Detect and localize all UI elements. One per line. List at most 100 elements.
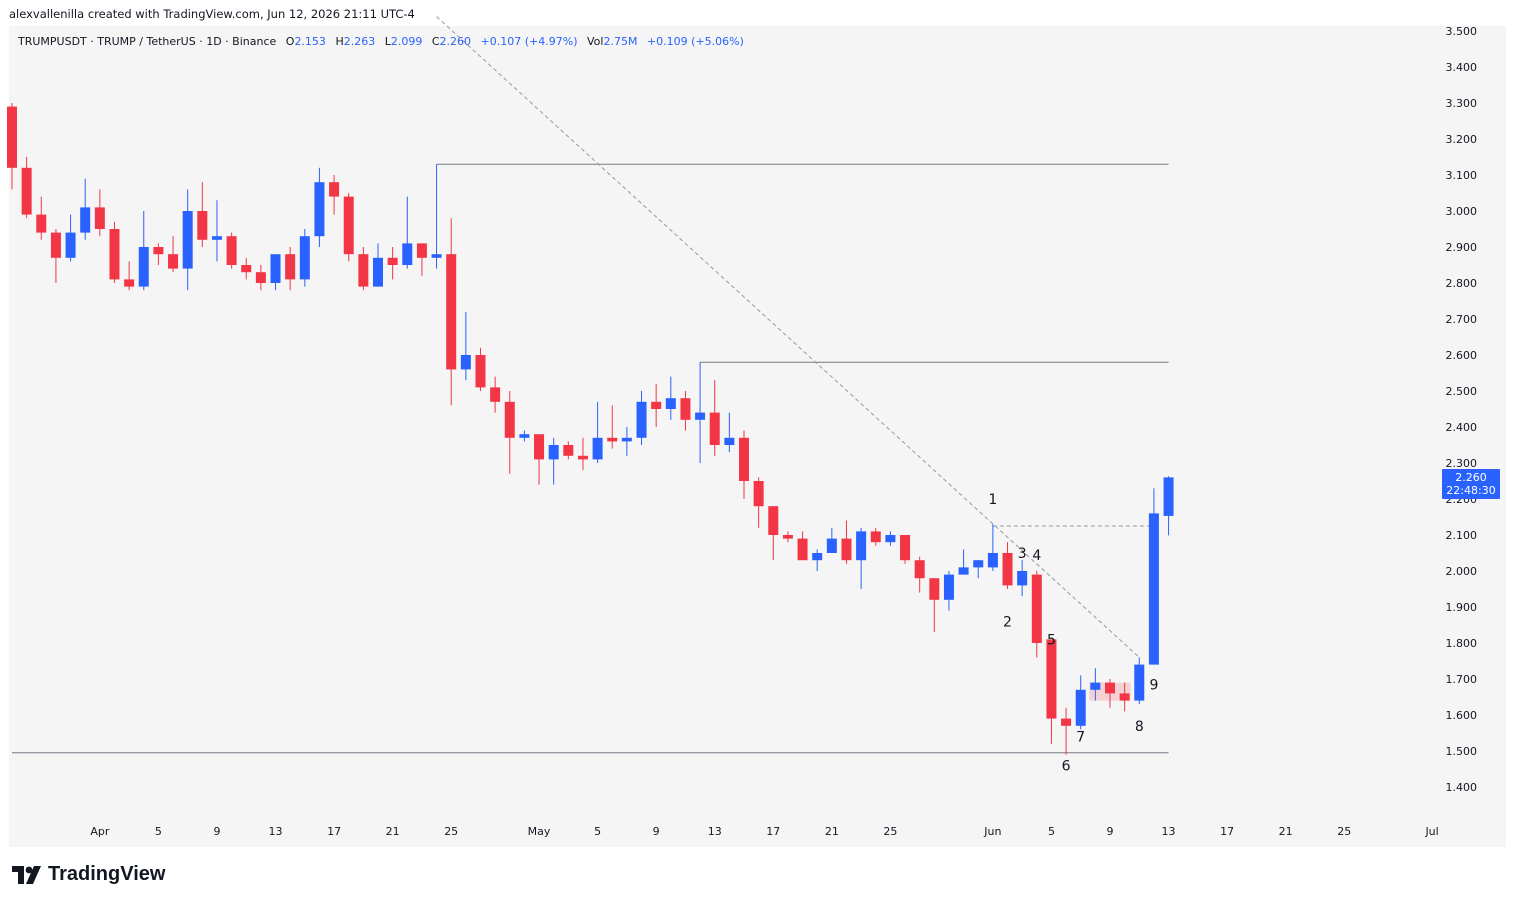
price-axis-tick-label: 2.700 bbox=[1446, 313, 1478, 326]
candle-body bbox=[885, 535, 896, 543]
candle-body bbox=[1061, 718, 1072, 726]
candle-body bbox=[841, 538, 852, 561]
time-axis-tick-label: Apr bbox=[90, 825, 110, 838]
time-axis-tick-label: 5 bbox=[1048, 825, 1055, 838]
candle-body bbox=[636, 401, 647, 438]
candle-body bbox=[577, 455, 588, 460]
candle-body bbox=[680, 398, 691, 420]
price-axis-tick-label: 2.100 bbox=[1446, 529, 1478, 542]
open-label: O bbox=[285, 35, 295, 48]
candle-body bbox=[929, 578, 940, 600]
price-axis-tick-label: 2.400 bbox=[1446, 421, 1478, 434]
candle-body bbox=[973, 560, 984, 568]
time-axis-tick-label: May bbox=[528, 825, 551, 838]
time-axis-tick-label: 9 bbox=[653, 825, 660, 838]
candle-body bbox=[812, 553, 823, 561]
last-price: 2.260 bbox=[1455, 471, 1487, 484]
volume-value: 2.75M bbox=[603, 35, 638, 48]
price-axis-tick-label: 1.500 bbox=[1446, 745, 1478, 758]
wave-count-label: 9 bbox=[1149, 677, 1158, 693]
price-axis-tick-label: 2.600 bbox=[1446, 349, 1478, 362]
price-axis-tick-label: 2.900 bbox=[1446, 241, 1478, 254]
price-axis-tick-label: 1.900 bbox=[1446, 601, 1478, 614]
time-axis-tick-label: 5 bbox=[155, 825, 162, 838]
tradingview-logo-icon bbox=[12, 865, 41, 884]
candle-body bbox=[856, 531, 867, 561]
candle-body bbox=[534, 434, 545, 460]
candle-body bbox=[826, 538, 837, 553]
candle-body bbox=[739, 437, 749, 481]
candle-body bbox=[460, 355, 471, 370]
low-label: L bbox=[384, 35, 391, 48]
time-axis-tick-label: 21 bbox=[825, 825, 839, 838]
wave-count-label: 7 bbox=[1076, 730, 1085, 746]
candle-body bbox=[709, 412, 720, 445]
candle-body bbox=[1163, 477, 1174, 516]
candle-body bbox=[226, 236, 237, 265]
candle-body bbox=[358, 254, 369, 287]
candle-body bbox=[607, 437, 618, 442]
candle-body bbox=[343, 196, 354, 255]
candle-body bbox=[94, 207, 105, 229]
candle-body bbox=[285, 254, 296, 280]
candle-body bbox=[768, 506, 779, 535]
price-axis-tick-label: 1.800 bbox=[1446, 637, 1478, 650]
candle-body bbox=[50, 232, 61, 258]
candle-body bbox=[797, 538, 808, 561]
candle-body bbox=[168, 254, 179, 269]
candle-body bbox=[987, 553, 998, 568]
candle-body bbox=[21, 167, 32, 215]
candle-body bbox=[504, 401, 515, 438]
tradingview-logo[interactable]: TradingView bbox=[12, 863, 165, 886]
wave-count-label: 4 bbox=[1032, 548, 1041, 564]
candle-body bbox=[592, 437, 603, 460]
open-value: 2.153 bbox=[294, 35, 326, 48]
last-price-tag: 2.260 22:48:30 bbox=[1442, 469, 1500, 499]
brand-name: TradingView bbox=[48, 863, 166, 885]
wave-count-label: 8 bbox=[1135, 719, 1144, 735]
candle-body bbox=[1105, 682, 1115, 694]
candle-body bbox=[1148, 513, 1159, 665]
candle-body bbox=[870, 531, 881, 543]
symbol-name: TRUMPUSDT · TRUMP / TetherUS · 1D · Bina… bbox=[18, 35, 277, 48]
time-axis-tick-label: 25 bbox=[1337, 825, 1351, 838]
time-axis-tick-label: 17 bbox=[327, 825, 341, 838]
time-axis-tick-label: 25 bbox=[444, 825, 458, 838]
candle-body bbox=[695, 412, 706, 420]
candle-body bbox=[782, 535, 793, 539]
candle-body bbox=[1017, 571, 1028, 586]
price-axis-tick-label: 3.000 bbox=[1446, 205, 1478, 218]
candle-body bbox=[7, 106, 17, 168]
candle-body bbox=[387, 257, 398, 265]
time-axis: Apr 5 9 13 17 21 25 May 5 9 13 17 21 25 Jun 5 9 13 17 21 25 J… bbox=[90, 825, 1438, 838]
price-axis-tick-label: 1.600 bbox=[1446, 709, 1478, 722]
price-axis-tick-label: 3.300 bbox=[1446, 97, 1478, 110]
time-axis-tick-label: 21 bbox=[386, 825, 400, 838]
candle-body bbox=[446, 254, 457, 370]
symbol-legend: TRUMPUSDT · TRUMP / TetherUS · 1D · Bina… bbox=[18, 35, 750, 48]
time-axis-tick-label: 17 bbox=[766, 825, 780, 838]
drawing-lines bbox=[12, 16, 1169, 754]
candle-body bbox=[621, 437, 632, 442]
candle-body bbox=[490, 387, 501, 402]
change-value: +0.107 (+4.97%) bbox=[480, 35, 578, 48]
candle-body bbox=[943, 574, 954, 600]
wave-count-label: 6 bbox=[1062, 758, 1071, 774]
candle-body bbox=[914, 560, 925, 579]
volume-label: Vol bbox=[587, 35, 604, 48]
high-label: H bbox=[335, 35, 344, 48]
time-axis-tick-label: 13 bbox=[269, 825, 283, 838]
price-axis-tick-label: 1.400 bbox=[1446, 781, 1478, 794]
wave-count-label: 3 bbox=[1018, 546, 1027, 562]
candle-body bbox=[138, 247, 149, 287]
candle-body bbox=[36, 214, 47, 233]
candle-body bbox=[109, 229, 120, 280]
chart-frame[interactable] bbox=[9, 26, 1506, 847]
candle-body bbox=[1119, 693, 1130, 701]
time-axis-tick-label: 9 bbox=[1107, 825, 1114, 838]
time-axis-tick-label: Jun bbox=[983, 825, 1001, 838]
candle-body bbox=[1031, 574, 1042, 643]
candle-body bbox=[665, 398, 676, 409]
price-axis-tick-label: 3.400 bbox=[1446, 61, 1478, 74]
